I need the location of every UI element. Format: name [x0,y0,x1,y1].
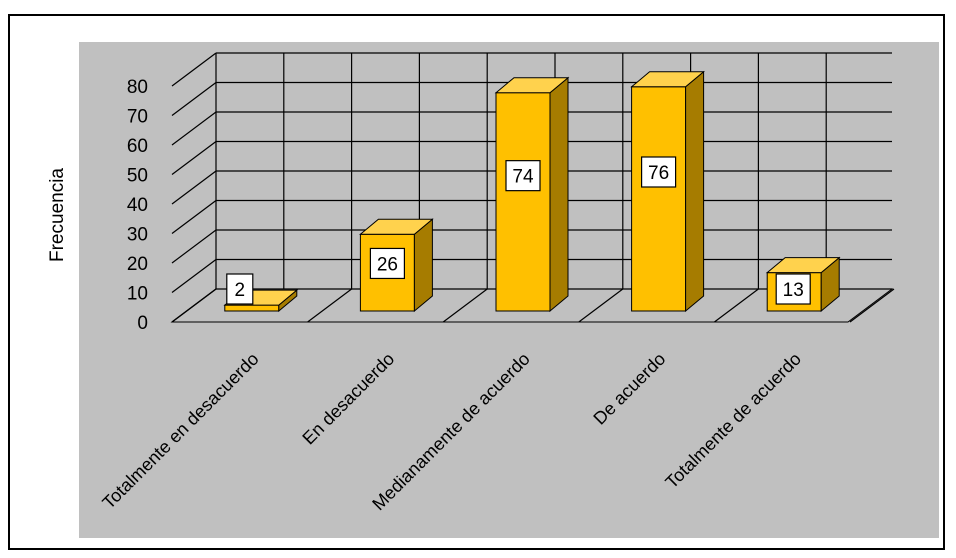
floor-gridline [849,288,895,323]
bars [223,70,841,313]
y-tick-label: 20 [127,254,148,275]
y-tick-label: 50 [127,166,148,187]
side-wall-gridline [171,52,217,87]
floor-gridline [307,288,352,323]
bar [359,218,434,313]
side-wall-gridline [171,259,217,293]
bar-side [413,218,433,313]
bar-side [549,76,569,313]
bar-top [359,218,434,235]
bar [494,76,570,313]
bar-top [494,77,570,94]
data-label: 74 [505,160,541,192]
bar-top [630,71,705,88]
side-wall-gridline [171,82,217,116]
bar-front [495,92,551,312]
data-label-box [505,160,541,192]
floor-gridline [578,288,624,323]
y-axis-label: Frecuencia [47,168,68,262]
y-tick-label: 70 [127,107,148,128]
y-tick-label: 10 [127,284,148,305]
data-label: 76 [640,156,677,188]
side-wall-gridline [171,170,217,205]
data-label-text: 74 [512,167,534,188]
data-label-box [775,273,811,305]
data-label-box [226,273,254,305]
y-axis-ticks: 0 10 20 30 40 50 60 70 80 [127,77,148,334]
y-tick-label: 0 [137,313,148,334]
bar [630,70,705,313]
data-label-box [640,156,677,188]
y-tick-label: 60 [127,136,148,157]
side-wall-gridline [171,141,217,175]
side-wall-gridline [171,229,217,264]
floor-gridline [714,288,759,323]
data-labels: 2 26 74 76 13 [226,156,811,305]
data-label-text: 2 [235,280,246,301]
bar-front [631,86,687,312]
y-tick-label: 30 [127,225,148,246]
bar-top [765,257,841,274]
data-label: 2 [226,273,254,305]
data-label-box [369,247,405,280]
data-label-text: 76 [648,163,669,184]
bar-side [685,70,705,313]
data-label-text: 26 [377,254,398,275]
y-tick-label: 40 [127,195,148,216]
side-wall-gridline [171,111,217,146]
side-wall-gridline [171,200,217,234]
floor-gridline [442,288,488,323]
data-label-text: 13 [783,280,804,301]
y-tick-label: 80 [127,77,148,98]
bar-front [224,304,280,312]
data-label: 13 [775,273,811,305]
data-label: 26 [369,247,405,280]
floor-gridline [171,288,217,323]
